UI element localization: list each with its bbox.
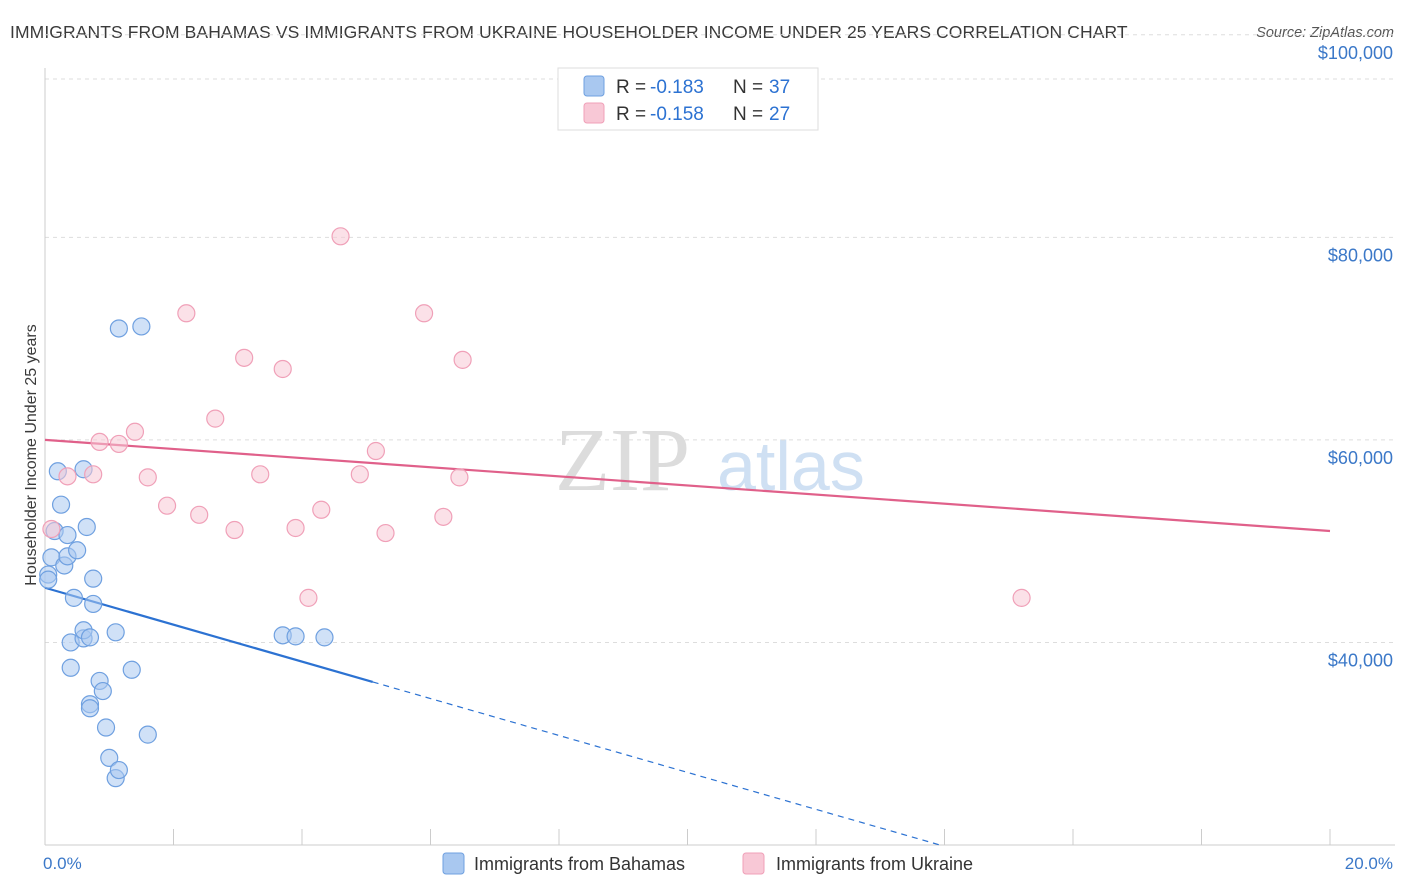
legend-r-label-bahamas: R = [616, 77, 646, 98]
point-ukraine [225, 520, 244, 540]
point-ukraine [177, 304, 196, 323]
point-ukraine [331, 227, 350, 246]
point-bahamas [315, 628, 334, 647]
y-tick-label: $100,000 [1318, 43, 1393, 63]
point-ukraine [350, 465, 369, 484]
y-tick-label: $80,000 [1328, 245, 1393, 265]
legend-n-label-ukraine: N = [733, 104, 763, 125]
legend-n-value-bahamas: 37 [769, 77, 790, 98]
point-bahamas [61, 658, 80, 677]
point-ukraine [312, 500, 331, 519]
legend-bottom-swatch-bahamas [442, 852, 465, 875]
point-bahamas [51, 495, 71, 514]
legend-swatch-bahamas [583, 75, 605, 97]
point-bahamas [68, 541, 87, 560]
point-ukraine [299, 588, 318, 607]
point-ukraine [206, 409, 225, 428]
point-bahamas [77, 517, 96, 537]
chart-title: IMMIGRANTS FROM BAHAMAS VS IMMIGRANTS FR… [10, 22, 1128, 42]
legend-bottom-label-bahamas: Immigrants from Bahamas [474, 854, 685, 874]
point-ukraine [138, 468, 157, 487]
legend-n-label-bahamas: N = [733, 77, 763, 98]
x-tick-label-min: 0.0% [43, 854, 82, 873]
point-bahamas [93, 681, 112, 701]
point-ukraine [90, 432, 109, 452]
point-ukraine [434, 507, 453, 526]
stats-legend: R = -0.183 N = 37 R = -0.158 N = 27 [557, 67, 819, 131]
point-ukraine [414, 304, 434, 323]
point-ukraine [1012, 588, 1031, 607]
legend-bottom-swatch-ukraine [742, 852, 765, 875]
y-tick-label: $40,000 [1328, 650, 1393, 670]
point-ukraine [190, 505, 209, 524]
point-bahamas [96, 718, 116, 737]
point-bahamas [106, 623, 125, 642]
point-bahamas [84, 569, 103, 588]
legend-swatch-ukraine [583, 102, 605, 124]
y-axis-label: Householder Income Under 25 years [23, 324, 40, 585]
point-bahamas [84, 594, 103, 614]
point-bahamas [58, 525, 77, 545]
y-axis-ticks: $40,000 $60,000 $80,000 $100,000 [1318, 43, 1393, 671]
trend-line [44, 438, 1331, 533]
legend-r-value-ukraine: -0.158 [650, 104, 704, 125]
point-ukraine [58, 467, 77, 486]
data-points [39, 227, 1031, 788]
point-bahamas [138, 725, 157, 744]
point-ukraine [84, 465, 103, 484]
series-legend: Immigrants from Bahamas Immigrants from … [442, 852, 973, 875]
legend-n-value-ukraine: 27 [769, 104, 790, 125]
point-bahamas [109, 760, 128, 780]
trend-line-extension [372, 681, 941, 846]
watermark-zip: ZIP [555, 411, 690, 510]
point-ukraine [125, 422, 145, 441]
point-ukraine [251, 465, 270, 484]
point-ukraine [450, 468, 469, 487]
point-ukraine [109, 434, 128, 454]
legend-bottom-label-ukraine: Immigrants from Ukraine [776, 854, 973, 874]
x-tick-label-max: 20.0% [1345, 854, 1393, 873]
point-ukraine [286, 518, 305, 538]
source-credit: Source: ZipAtlas.com [1256, 25, 1394, 41]
point-ukraine [366, 441, 385, 461]
point-bahamas [80, 699, 100, 718]
point-bahamas [286, 627, 305, 646]
point-bahamas [122, 660, 141, 679]
legend-r-label-ukraine: R = [616, 104, 646, 125]
point-bahamas [100, 748, 119, 767]
point-ukraine [273, 359, 292, 379]
point-ukraine [157, 496, 177, 515]
point-bahamas [80, 628, 100, 647]
point-ukraine [376, 523, 395, 543]
point-bahamas [132, 317, 151, 336]
point-bahamas [39, 570, 58, 589]
x-axis-ticks [44, 829, 1331, 845]
point-ukraine [42, 519, 61, 539]
point-bahamas [64, 588, 84, 607]
y-tick-label: $60,000 [1328, 448, 1393, 468]
point-ukraine [453, 350, 472, 369]
point-ukraine [235, 348, 254, 367]
legend-r-value-bahamas: -0.183 [650, 77, 704, 98]
point-bahamas [109, 319, 128, 338]
